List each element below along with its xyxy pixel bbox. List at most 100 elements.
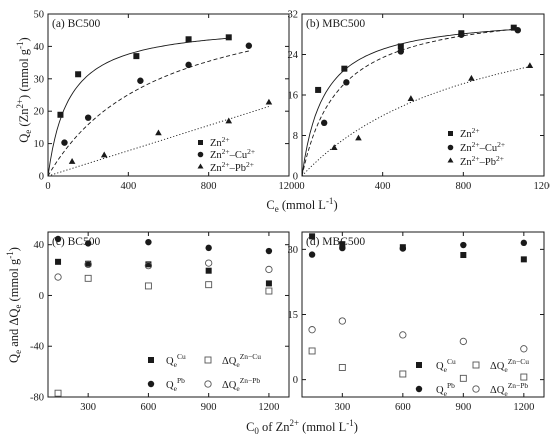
legend-c: QeCu ΔQeZn−Cu QePb ΔQeZn−Pb — [147, 352, 261, 393]
y-tick-label: 50 — [34, 10, 45, 21]
data-point-b-1 — [397, 48, 405, 55]
data-point-c-1 — [265, 287, 273, 295]
data-point-d-0 — [309, 233, 316, 240]
data-point-b-2 — [468, 74, 475, 81]
data-point-a-2 — [265, 98, 273, 105]
data-point-d-1 — [459, 374, 467, 382]
data-point-d-1 — [338, 364, 346, 371]
data-point-b-0 — [510, 24, 517, 31]
data-point-c-0 — [55, 258, 62, 265]
data-point-c-1 — [84, 274, 92, 282]
x-tick-label: 900 — [201, 402, 217, 413]
data-point-a-0 — [225, 34, 232, 41]
data-point-b-1 — [458, 31, 465, 38]
x-tick-label: 400 — [375, 181, 391, 192]
xlabel-bottom: C0 of Zn2+ (mmol L-1) — [246, 418, 358, 436]
fit-line-b-1 — [301, 28, 518, 177]
y-tick-label: 40 — [34, 240, 45, 251]
legend-d-marker-qpb — [415, 385, 423, 393]
data-point-d-1 — [308, 347, 316, 355]
legend-a-label-znpb: Zn2+–Pb2+ — [210, 160, 254, 174]
legend-c-label-qpb: QePb — [166, 376, 185, 393]
data-point-b-2 — [355, 134, 362, 141]
legend-b: Zn2+ Zn2+–Cu2+ Zn2+–Pb2+ — [447, 126, 505, 168]
data-point-c-0 — [265, 280, 272, 287]
data-point-b-1 — [320, 119, 328, 127]
data-point-a-0 — [75, 71, 82, 78]
data-point-a-2 — [225, 117, 233, 124]
data-point-c-0 — [205, 267, 212, 274]
y-tick-label: 20 — [34, 107, 45, 118]
legend-a: Zn2+ Zn2+–Cu2+ Zn2+–Pb2+ — [197, 135, 255, 174]
y-tick-label: 30 — [34, 74, 45, 85]
legend-b-label-zncu: Zn2+–Cu2+ — [460, 140, 505, 154]
data-point-d-3 — [520, 345, 528, 353]
data-point-d-3 — [338, 317, 346, 325]
data-point-a-2 — [100, 151, 108, 158]
x-tick-label: 600 — [141, 402, 157, 413]
data-point-a-2 — [155, 129, 162, 136]
data-point-c-1 — [54, 389, 62, 397]
data-point-a-0 — [57, 111, 64, 118]
data-point-a-1 — [84, 114, 92, 121]
legend-a-label-zncu: Zn2+–Cu2+ — [210, 147, 255, 161]
panel-label-d: (d) MBC500 — [306, 236, 365, 248]
x-tick-label: 800 — [455, 181, 471, 192]
panel-label-a: (a) BC500 — [52, 18, 100, 30]
plot-frame-d — [301, 231, 545, 398]
legend-b-marker-zncu — [447, 144, 454, 151]
data-point-a-0 — [185, 36, 192, 43]
legend-c-label-dqpb: ΔQeZn−Pb — [222, 376, 260, 393]
panel-label-b: (b) MBC500 — [306, 18, 365, 30]
fit-line-b-2 — [301, 66, 530, 177]
data-point-c-1 — [205, 281, 213, 289]
y-tick-label: 0 — [39, 172, 44, 183]
data-point-d-2 — [308, 251, 316, 258]
legend-d-label-qpb: QePb — [436, 381, 455, 398]
legend-a-marker-zn — [198, 140, 203, 145]
data-point-a-1 — [245, 42, 253, 49]
data-point-d-1 — [520, 373, 528, 381]
legend-a-marker-znpb — [197, 163, 204, 169]
y-tick-label: 32 — [288, 10, 299, 21]
x-tick-label: 300 — [80, 402, 96, 413]
x-tick-label: 800 — [201, 181, 217, 192]
data-point-b-1 — [343, 79, 350, 86]
data-point-d-3 — [459, 337, 467, 346]
data-point-c-3 — [54, 273, 62, 281]
data-point-d-3 — [308, 326, 316, 334]
data-point-c-2 — [265, 247, 273, 255]
legend-d-marker-dqcu — [472, 361, 480, 369]
data-point-b-2 — [330, 144, 338, 151]
xlabel-top: Ce (mmol L-1) — [266, 196, 337, 214]
data-point-b-0 — [315, 86, 322, 93]
data-point-d-2 — [399, 245, 407, 252]
data-point-b-2 — [407, 95, 415, 101]
data-point-d-2 — [520, 239, 528, 247]
data-point-a-1 — [61, 139, 68, 146]
data-point-d-3 — [399, 331, 407, 339]
data-point-a-2 — [68, 158, 76, 164]
ylabel-bottom: Qe and ΔQe (mmol g-1) — [5, 247, 23, 363]
y-tick-label: 0 — [293, 172, 298, 183]
x-tick-label: 600 — [395, 402, 411, 413]
y-tick-label: 15 — [288, 310, 299, 321]
x-tick-label: 1200 — [513, 402, 534, 413]
fit-line-b-0 — [301, 29, 514, 177]
y-tick-label: 16 — [288, 91, 299, 102]
data-point-b-1 — [514, 27, 521, 34]
x-tick-label: 900 — [455, 402, 471, 413]
data-point-a-1 — [185, 61, 192, 69]
data-point-c-1 — [144, 282, 152, 290]
legend-d-marker-dqpb — [472, 385, 480, 393]
legend-c-marker-qpb — [147, 380, 155, 388]
y-tick-label: 0 — [293, 375, 298, 386]
plot-frame-c — [47, 231, 290, 398]
y-tick-label: -80 — [30, 393, 44, 404]
data-point-b-0 — [397, 43, 404, 50]
legend-d: QeCu ΔQeZn−Cu QePb ΔQeZn−Pb — [415, 357, 529, 398]
legend-b-label-znpb: Zn2+–Pb2+ — [460, 154, 504, 168]
